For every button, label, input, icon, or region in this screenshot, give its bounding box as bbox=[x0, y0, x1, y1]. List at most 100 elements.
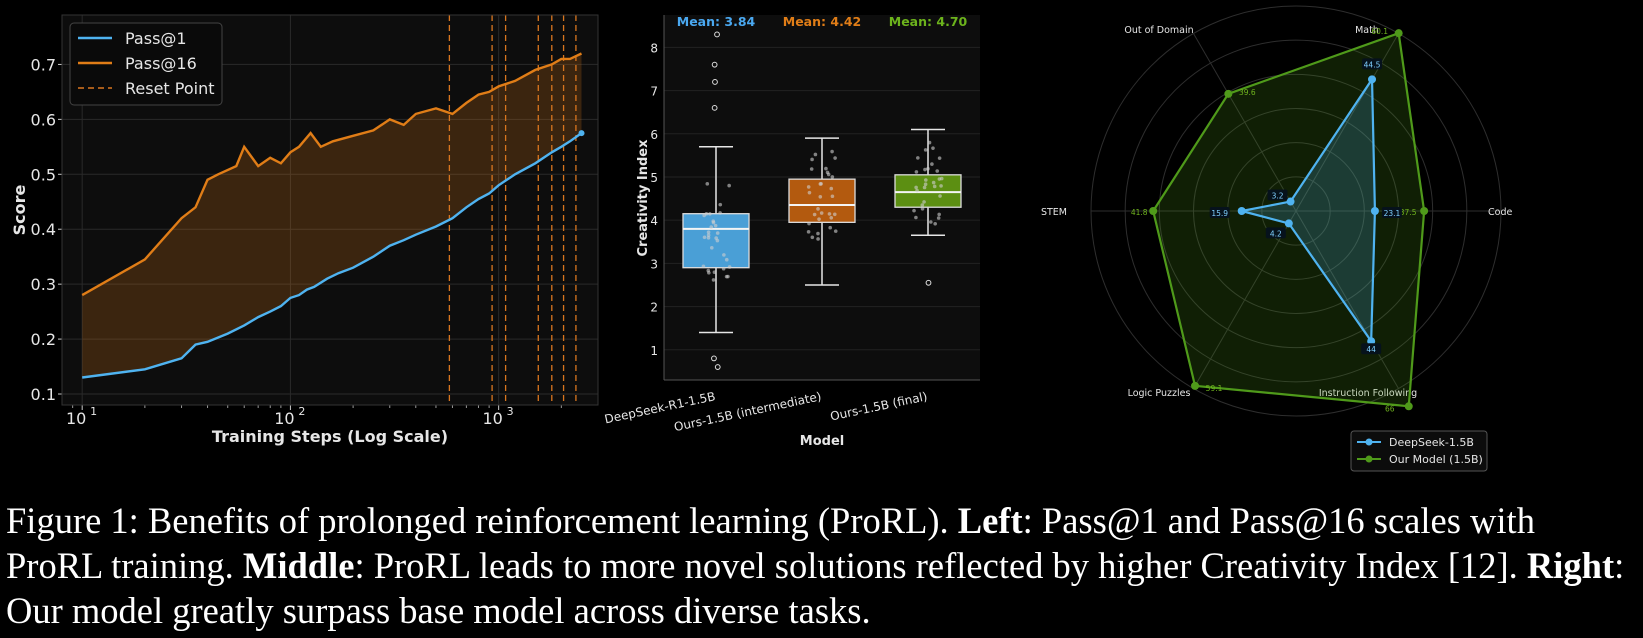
y-tick-label: 0.5 bbox=[31, 165, 56, 184]
y-tick-label: 6 bbox=[650, 128, 658, 142]
jitter-point bbox=[724, 257, 729, 262]
x-tick-label: 10 bbox=[274, 409, 294, 428]
jitter-point bbox=[711, 278, 716, 282]
radar-value-label: 4.2 bbox=[1270, 229, 1282, 238]
legend: Pass@1 Pass@16 Reset Point bbox=[69, 22, 223, 106]
jitter-point bbox=[929, 220, 933, 224]
jitter-point bbox=[816, 231, 820, 236]
jitter-point bbox=[830, 194, 835, 199]
jitter-point bbox=[936, 216, 941, 220]
jitter-point bbox=[810, 235, 815, 240]
legend-label: DeepSeek-1.5B bbox=[1389, 436, 1474, 449]
jitter-point bbox=[715, 231, 720, 235]
y-tick-label: 0.6 bbox=[31, 110, 56, 129]
outlier-point bbox=[712, 79, 718, 85]
radar-value-label: 37.5 bbox=[1400, 208, 1417, 217]
series-line-pass-at-16 bbox=[81, 52, 583, 297]
x-tick-exponent: 2 bbox=[298, 405, 305, 418]
jitter-point bbox=[709, 225, 714, 229]
x-tick-label: Ours-1.5B (final) bbox=[829, 389, 929, 423]
radar-point bbox=[1237, 207, 1246, 215]
legend-marker bbox=[1365, 438, 1373, 446]
jitter-point bbox=[933, 221, 937, 226]
radar-value-label: 23.1 bbox=[1384, 209, 1401, 218]
jitter-point bbox=[708, 212, 712, 216]
radar-point bbox=[1286, 197, 1295, 206]
radar-value-badge bbox=[1361, 343, 1382, 355]
jitter-point bbox=[915, 188, 919, 193]
outlier-point bbox=[714, 31, 720, 38]
jitter-point bbox=[923, 167, 927, 172]
radar-spoke bbox=[1193, 210, 1297, 389]
jitter-point bbox=[810, 157, 814, 162]
figure-panels: 0.10.20.30.40.50.60.710 1 10 2 10 3Pass@1Pass… bbox=[10, 5, 1512, 472]
left-line-chart: 0.10.20.30.40.50.60.710 1 10 2 10 3Pass@1Pass… bbox=[10, 14, 599, 446]
radar-value-label: 44 bbox=[1366, 345, 1376, 354]
jitter-point bbox=[706, 268, 711, 273]
y-tick-label: 0.3 bbox=[31, 275, 56, 294]
jitter-point bbox=[922, 185, 927, 190]
y-tick-label: 0.2 bbox=[31, 330, 56, 349]
jitter-point bbox=[932, 184, 937, 189]
jitter-point bbox=[721, 266, 726, 271]
jitter-point bbox=[806, 185, 811, 189]
outlier-point bbox=[714, 364, 721, 370]
radar-value-label: 66 bbox=[1385, 404, 1395, 413]
radar-point bbox=[1149, 207, 1158, 215]
jitter-point bbox=[718, 202, 723, 207]
jitter-point bbox=[816, 237, 820, 241]
jitter-point bbox=[718, 211, 722, 215]
jitter-point bbox=[916, 156, 920, 160]
radar-value-label: 15.9 bbox=[1211, 209, 1228, 218]
legend-label: Pass@1 bbox=[125, 29, 187, 48]
radar-value-badge bbox=[1267, 189, 1288, 201]
radar-axis-label: Logic Puzzles bbox=[1128, 388, 1191, 399]
radar-point bbox=[1370, 207, 1379, 215]
y-axis-label: Creativity Index bbox=[636, 139, 651, 257]
y-axis-label: Score bbox=[10, 184, 29, 235]
jitter-point bbox=[817, 217, 821, 221]
jitter-point bbox=[920, 203, 925, 207]
right-radar-chart: Math Code Instruction Following Logic Puzzl… bbox=[1041, 5, 1512, 472]
jitter-point bbox=[706, 233, 711, 237]
radar-axis-label: STEM bbox=[1041, 207, 1067, 218]
y-tick-label: 4 bbox=[650, 214, 658, 228]
y-tick-label: 8 bbox=[650, 41, 658, 55]
jitter-point bbox=[935, 169, 940, 173]
jitter-point bbox=[806, 230, 811, 234]
caption-right-label: Right bbox=[1526, 545, 1615, 586]
jitter-point bbox=[926, 166, 930, 171]
radar-point bbox=[1420, 207, 1429, 215]
radar-value-label: 41.8 bbox=[1131, 208, 1148, 217]
x-tick-exponent: 3 bbox=[507, 405, 514, 418]
jitter-point bbox=[824, 166, 828, 171]
y-tick-label: 1 bbox=[650, 344, 658, 358]
jitter-point bbox=[713, 223, 718, 228]
radar-value-label: 39.6 bbox=[1239, 88, 1256, 97]
y-tick-label: 3 bbox=[650, 257, 658, 271]
jitter-point bbox=[727, 265, 732, 269]
legend-marker bbox=[1365, 455, 1373, 463]
jitter-point bbox=[705, 182, 710, 186]
jitter-point bbox=[807, 190, 812, 195]
jitter-point bbox=[923, 148, 928, 152]
caption-left-text: : Pass@1 and Pass@16 scales with ProRL t… bbox=[6, 500, 1535, 586]
y-tick-label: 2 bbox=[650, 301, 658, 315]
jitter-point bbox=[715, 238, 720, 243]
radar-value-label: 3.2 bbox=[1272, 192, 1284, 201]
jitter-point bbox=[914, 170, 919, 174]
fill-between-area bbox=[82, 53, 582, 378]
jitter-point bbox=[937, 156, 942, 160]
radar-point bbox=[1284, 219, 1293, 228]
radar-point bbox=[1394, 29, 1403, 38]
outlier-point bbox=[711, 61, 718, 68]
x-axis-label: Training Steps (Log Scale) bbox=[212, 427, 448, 446]
jitter-point bbox=[701, 264, 706, 269]
y-tick-label: 5 bbox=[650, 171, 658, 185]
legend-box bbox=[69, 22, 223, 106]
jitter-point bbox=[819, 211, 824, 215]
jitter-point bbox=[930, 162, 934, 166]
caption-middle-label: Middle bbox=[242, 545, 355, 586]
jitter-point bbox=[833, 156, 837, 160]
